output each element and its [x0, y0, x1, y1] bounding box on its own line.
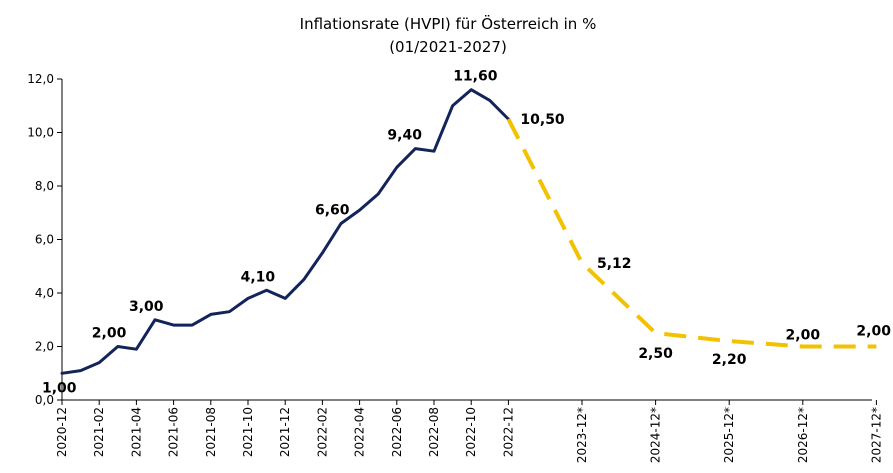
chart-subtitle: (01/2021-2027): [389, 38, 507, 56]
data-label: 9,40: [387, 128, 422, 144]
x-tick-label: 2022-08: [427, 407, 441, 457]
chart-title: Inflationsrate (HVPI) für Österreich in …: [300, 14, 597, 33]
data-label: 2,00: [786, 328, 821, 344]
x-tick-label: 2021-02: [92, 407, 106, 457]
data-label: 11,60: [453, 69, 498, 85]
y-tick-label: 8,0: [35, 179, 54, 193]
data-label: 3,00: [129, 299, 164, 315]
data-label: 6,60: [315, 202, 350, 218]
data-label: 2,20: [712, 352, 747, 368]
x-tick-label: 2022-10: [464, 407, 478, 457]
y-tick-label: 12,0: [27, 72, 54, 86]
series-lines: [60, 88, 877, 375]
y-tick-label: 10,0: [27, 126, 54, 140]
x-tick-label: 2022-06: [390, 407, 404, 457]
x-tick-label: 2020-12: [55, 407, 69, 457]
data-label: 5,12: [597, 256, 632, 272]
y-tick-label: 0,0: [35, 393, 54, 407]
x-tick-label: 2022-04: [353, 407, 367, 457]
x-tick-label: 2024-12*: [649, 407, 663, 463]
forecast-series-line: [506, 118, 877, 349]
x-tick-label: 2021-06: [167, 407, 181, 457]
x-tick-label: 2022-02: [315, 407, 329, 457]
x-tick-label: 2023-12*: [575, 407, 589, 463]
y-tick-label: 2,0: [35, 340, 54, 354]
x-tick-label: 2027-12*: [869, 407, 883, 463]
x-tick-label: 2021-08: [204, 407, 218, 457]
data-label: 2,00: [856, 324, 891, 340]
y-tick-label: 6,0: [35, 233, 54, 247]
data-label: 4,10: [241, 269, 276, 285]
x-tick-label: 2021-12: [278, 407, 292, 457]
x-tick-label: 2021-04: [129, 407, 143, 457]
data-label: 2,00: [92, 326, 127, 342]
y-tick-label: 4,0: [35, 286, 54, 300]
data-labels: 1,002,003,004,106,609,4011,6010,505,122,…: [42, 69, 891, 397]
x-tick-label: 2022-12: [501, 407, 515, 457]
data-label: 10,50: [520, 112, 565, 128]
actual-series-line: [60, 88, 510, 375]
data-label: 1,00: [42, 380, 77, 396]
x-tick-label: 2026-12*: [796, 407, 810, 463]
x-tick-label: 2021-10: [241, 407, 255, 457]
axes: 0,0 2,0 4,0 6,0 8,0 10,0 12,0 2020-12 2021-02 202…: [27, 72, 883, 463]
data-label: 2,50: [638, 346, 673, 362]
x-tick-label: 2025-12*: [722, 407, 736, 463]
